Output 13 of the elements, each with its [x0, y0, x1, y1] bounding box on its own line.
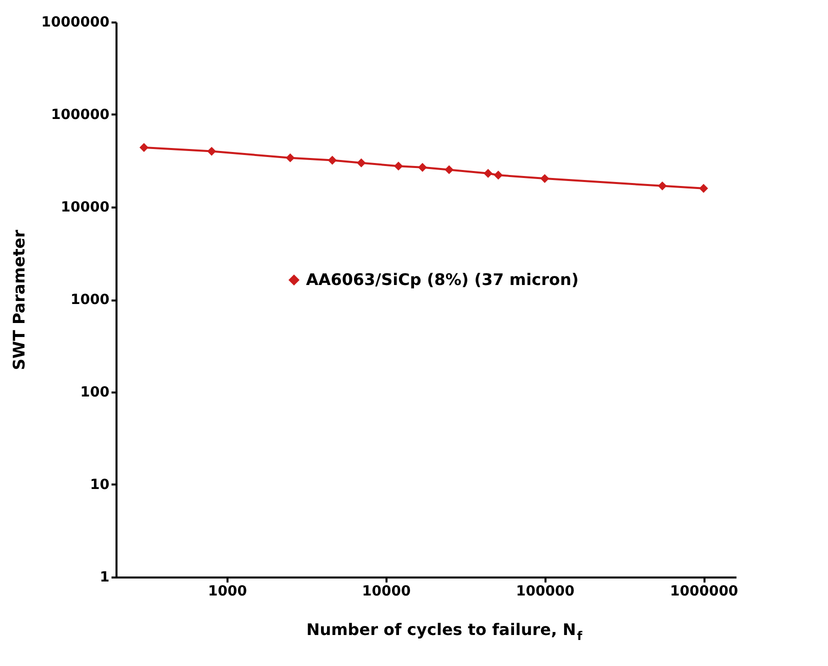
y-tick-label: 100000 [51, 107, 110, 123]
x-tick-label: 1000000 [670, 584, 738, 600]
y-tick-label: 100 [80, 384, 110, 400]
legend-label: AA6063/SiCp (8%) (37 micron) [306, 270, 579, 289]
y-tick-label: 10000 [60, 200, 110, 216]
x-tick-label: 10000 [362, 584, 411, 600]
y-tick-label: 10 [90, 477, 110, 493]
y-tick-label: 1 [100, 570, 110, 586]
x-tick-label: 1000 [208, 584, 248, 600]
x-tick-label: 100000 [516, 584, 575, 600]
y-axis-title: SWT Parameter [9, 230, 28, 370]
y-tick-label: 1000000 [41, 14, 110, 30]
y-tick-label: 1000 [70, 292, 110, 308]
